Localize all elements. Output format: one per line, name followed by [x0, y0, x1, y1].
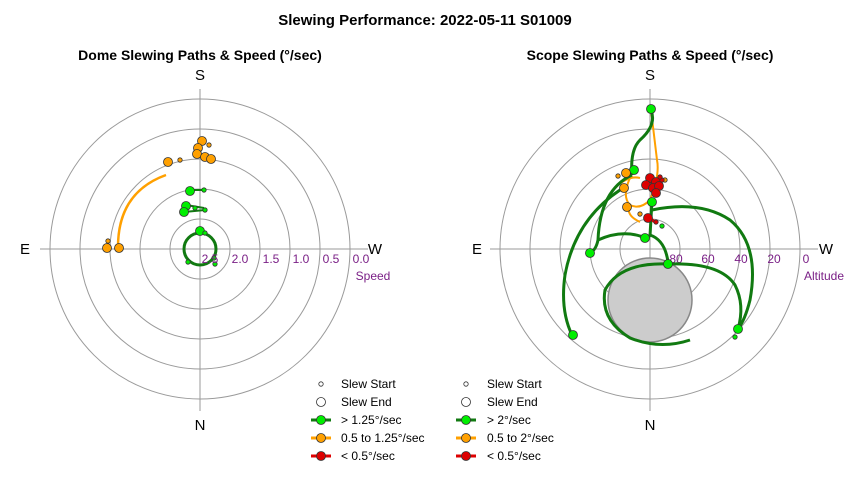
scope-legend-fast-marker	[461, 415, 471, 425]
dome-label-west: W	[368, 241, 383, 258]
scope-legend-fast: > 2°/sec	[487, 413, 531, 427]
scope-label-south: S	[645, 67, 655, 84]
dome-start-medium	[105, 238, 111, 244]
scope-panel: Scope Slewing Paths & Speed (°/sec) S N …	[456, 47, 844, 463]
scope-end-slow	[651, 188, 661, 198]
scope-path-fast-3	[562, 188, 621, 336]
scope-end-medium	[622, 202, 632, 212]
dome-slew-markers	[102, 136, 218, 267]
dome-start-fast	[202, 230, 208, 236]
scope-end-fast	[640, 233, 650, 243]
dome-legend-fast: > 1.25°/sec	[341, 413, 402, 427]
dome-panel: Dome Slewing Paths & Speed (°/sec) S N E…	[20, 47, 425, 463]
scope-start-fast	[659, 223, 665, 229]
dome-start-fast	[202, 207, 208, 213]
dome-start-fast	[201, 187, 207, 193]
dome-tick-1-5: 1.5	[263, 252, 280, 266]
dome-legend-slow: < 0.5°/sec	[341, 449, 395, 463]
scope-exclusion-zone	[607, 257, 693, 343]
dome-path-medium	[116, 173, 167, 248]
dome-legend-start: Slew Start	[341, 377, 396, 391]
scope-path-fast-8	[667, 262, 743, 330]
scope-start-medium	[637, 211, 643, 217]
scope-tick-60: 60	[701, 252, 715, 266]
scope-path-fast-5	[651, 205, 754, 330]
scope-start-slow	[657, 174, 663, 180]
scope-label-north: N	[645, 417, 656, 434]
dome-start-fast	[211, 255, 217, 261]
scope-label-west: W	[819, 241, 834, 258]
scope-legend: Slew Start Slew End > 2°/sec 0.5 to 2°/s…	[456, 377, 554, 463]
scope-end-medium	[619, 183, 629, 193]
dome-end-medium	[102, 243, 112, 253]
scope-radial-label: Altitude	[804, 269, 844, 283]
scope-path-fast-1	[630, 109, 655, 176]
dome-legend-end: Slew End	[341, 395, 392, 409]
scope-legend-medium-marker	[461, 433, 471, 443]
scope-slew-markers	[568, 104, 743, 340]
scope-path-fast-7	[602, 262, 691, 346]
scope-end-fast	[733, 324, 743, 334]
scope-path-fast-6	[649, 233, 670, 263]
dome-legend-medium-marker	[316, 433, 326, 443]
dome-legend-fast-marker	[316, 415, 326, 425]
scope-start-medium	[615, 173, 621, 179]
dome-tick-0-5: 0.5	[323, 252, 340, 266]
scope-end-medium	[621, 168, 631, 178]
dome-end-fast	[185, 186, 195, 196]
scope-start-slow	[653, 219, 659, 225]
scope-legend-end-marker	[461, 397, 471, 407]
scope-legend-start: Slew Start	[487, 377, 542, 391]
dome-chart-title: Dome Slewing Paths & Speed (°/sec)	[78, 47, 322, 63]
dome-legend-slow-marker	[316, 451, 326, 461]
dome-start-fast	[212, 261, 218, 267]
scope-end-fast	[568, 330, 578, 340]
dome-start-fast	[185, 259, 191, 265]
dome-label-east: E	[20, 241, 30, 258]
dome-end-medium	[163, 157, 173, 167]
dome-legend-medium: 0.5 to 1.25°/sec	[341, 431, 425, 445]
scope-tick-20: 20	[767, 252, 781, 266]
scope-legend-slow-marker	[461, 451, 471, 461]
dome-tick-1-0: 1.0	[293, 252, 310, 266]
dome-label-north: N	[195, 417, 206, 434]
dome-tick-2-0: 2.0	[232, 252, 249, 266]
dome-start-medium	[177, 157, 183, 163]
scope-end-fast	[647, 197, 657, 207]
dome-label-south: S	[195, 67, 205, 84]
scope-end-fast	[585, 248, 595, 258]
scope-end-fast	[646, 104, 656, 114]
dome-end-fast	[179, 207, 189, 217]
dome-legend-start-marker	[318, 381, 324, 387]
dome-legend-end-marker	[316, 397, 326, 407]
scope-legend-slow: < 0.5°/sec	[487, 449, 541, 463]
dome-start-fast	[192, 205, 198, 211]
scope-legend-end: Slew End	[487, 395, 538, 409]
dome-tick-0-0: 0.0	[353, 252, 370, 266]
dome-end-medium	[206, 154, 216, 164]
scope-legend-medium: 0.5 to 2°/sec	[487, 431, 554, 445]
figure-title: Slewing Performance: 2022-05-11 S01009	[278, 12, 572, 29]
dome-tick-2-5: 2.5	[202, 252, 219, 266]
scope-legend-start-marker	[463, 381, 469, 387]
scope-end-fast	[663, 259, 673, 269]
dome-start-medium	[206, 142, 212, 148]
scope-start-fast	[732, 334, 738, 340]
dome-radial-label: Speed	[356, 269, 391, 283]
scope-label-east: E	[472, 241, 482, 258]
dome-legend: Slew Start Slew End > 1.25°/sec 0.5 to 1…	[311, 377, 425, 463]
scope-chart-title: Scope Slewing Paths & Speed (°/sec)	[527, 47, 774, 63]
scope-end-slow	[643, 213, 653, 223]
scope-tick-40: 40	[734, 252, 748, 266]
dome-end-medium	[114, 243, 124, 253]
scope-tick-0: 0	[803, 252, 810, 266]
